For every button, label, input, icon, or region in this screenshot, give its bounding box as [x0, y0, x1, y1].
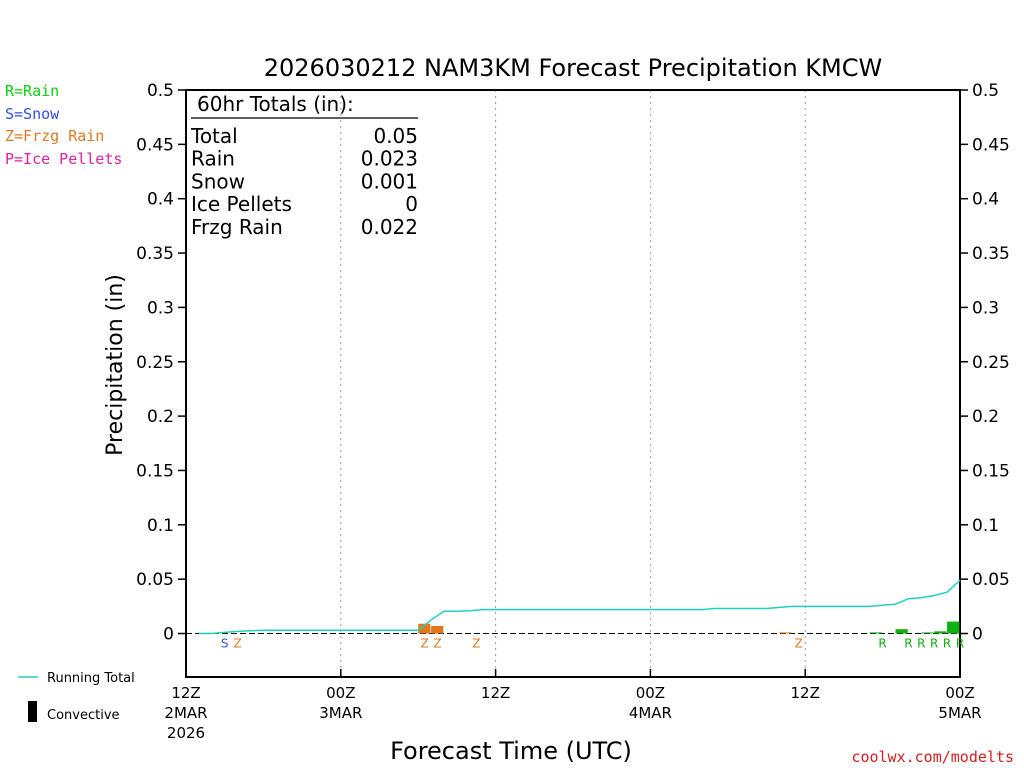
y-tick-label-right-5: 0.25 — [972, 353, 1010, 373]
ptype-marker-4: Z — [472, 637, 480, 651]
x-tick-label-0-2: 2026 — [167, 724, 205, 742]
totals-label-3: Ice Pellets — [191, 192, 292, 216]
x-tick-label-3-1: 4MAR — [629, 704, 672, 722]
legend-frzg-rain: Z=Frzg Rain — [5, 127, 104, 145]
totals-header: 60hr Totals (in): — [197, 92, 354, 116]
y-tick-label-right-10: 0 — [972, 625, 983, 645]
x-axis-label: Forecast Time (UTC) — [390, 737, 632, 765]
totals-label-1: Rain — [191, 147, 235, 171]
x-tick-label-5-0: 00Z — [945, 684, 974, 702]
x-tick-label-4-0: 12Z — [791, 684, 820, 702]
y-tick-label-left-4: 0.3 — [147, 298, 174, 318]
totals-value-2: 0.001 — [361, 169, 418, 193]
running-total-line — [198, 579, 961, 635]
ptype-marker-3: Z — [433, 637, 441, 651]
ptype-marker-0: S — [221, 637, 229, 651]
y-tick-label-left-5: 0.25 — [136, 353, 174, 373]
legend-snow: S=Snow — [5, 105, 60, 123]
ptype-marker-6: R — [878, 637, 886, 651]
y-tick-label-left-1: 0.45 — [136, 135, 174, 155]
convective-legend-swatch — [28, 701, 37, 722]
plot-area: 0.5 0.5 0.45 0.45 0.4 0.4 0.35 0.35 0.3 0.3 0.25 0.… — [136, 81, 1010, 742]
y-tick-label-right-1: 0.45 — [972, 135, 1010, 155]
bar-rain-0 — [869, 632, 882, 634]
bar-rain-4 — [947, 621, 960, 634]
legend-ice-pellets: P=Ice Pellets — [5, 150, 122, 168]
y-axis-label: Precipitation (in) — [103, 274, 128, 456]
y-tick-label-right-3: 0.35 — [972, 244, 1010, 264]
bar-rain-1 — [895, 629, 908, 634]
ptype-marker-7: R — [904, 637, 912, 651]
totals-label-2: Snow — [191, 169, 245, 193]
y-tick-label-left-9: 0.05 — [136, 570, 174, 590]
bar-frzg-rain-0 — [418, 623, 431, 634]
y-tick-label-right-6: 0.2 — [972, 407, 999, 427]
x-tick-label-3-0: 00Z — [636, 684, 665, 702]
x-tick-label-2-0: 12Z — [481, 684, 510, 702]
bar-rain-3 — [934, 631, 947, 634]
convective-legend-label: Convective — [47, 708, 120, 723]
x-tick-label-0-1: 2MAR — [164, 704, 207, 722]
y-tick-label-right-9: 0.05 — [972, 570, 1010, 590]
totals-value-0: 0.05 — [373, 124, 418, 148]
legend-rain: R=Rain — [5, 82, 59, 100]
bar-frzg-rain-1 — [431, 625, 444, 634]
ptype-marker-9: R — [930, 637, 938, 651]
x-tick-label-0-0: 12Z — [171, 684, 200, 702]
ptype-marker-11: R — [956, 637, 964, 651]
y-tick-label-left-2: 0.4 — [147, 190, 174, 210]
totals-value-4: 0.022 — [361, 215, 418, 239]
watermark: coolwx.com/modelts — [851, 748, 1014, 766]
y-tick-label-left-0: 0.5 — [147, 81, 174, 101]
y-tick-label-left-3: 0.35 — [136, 244, 174, 264]
bar-rain-2 — [921, 632, 934, 634]
ptype-marker-8: R — [917, 637, 925, 651]
y-tick-label-left-8: 0.1 — [147, 516, 174, 536]
y-tick-label-right-0: 0.5 — [972, 81, 999, 101]
totals-label-0: Total — [190, 124, 238, 148]
totals-label-4: Frzg Rain — [191, 215, 283, 239]
running-total-legend-label: Running Total — [47, 671, 135, 686]
x-tick-label-1-1: 3MAR — [319, 704, 362, 722]
y-tick-label-right-2: 0.4 — [972, 190, 999, 210]
ptype-marker-1: Z — [233, 637, 241, 651]
ptype-marker-2: Z — [421, 637, 429, 651]
chart-title: 2026030212 NAM3KM Forecast Precipitation… — [264, 54, 883, 82]
ptype-marker-5: Z — [795, 637, 803, 651]
x-tick-label-5-1: 5MAR — [938, 704, 981, 722]
y-tick-label-left-6: 0.2 — [147, 407, 174, 427]
x-tick-label-1-0: 00Z — [326, 684, 355, 702]
y-tick-label-right-8: 0.1 — [972, 516, 999, 536]
bar-frzg-rain-2 — [779, 632, 792, 634]
y-tick-label-right-7: 0.15 — [972, 461, 1010, 481]
y-tick-label-left-7: 0.15 — [136, 461, 174, 481]
y-tick-label-left-10: 0 — [163, 625, 174, 645]
totals-value-3: 0 — [405, 192, 418, 216]
plot-frame — [185, 89, 961, 678]
y-tick-label-right-4: 0.3 — [972, 298, 999, 318]
totals-value-1: 0.023 — [361, 147, 418, 171]
ptype-marker-10: R — [943, 637, 951, 651]
